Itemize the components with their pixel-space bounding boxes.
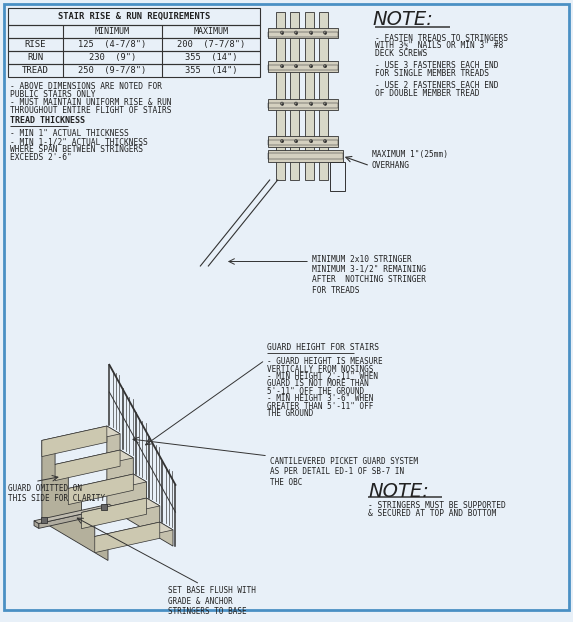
Polygon shape bbox=[68, 474, 147, 496]
Polygon shape bbox=[55, 450, 134, 472]
Text: CANTILEVERED PICKET GUARD SYSTEM
AS PER DETAIL ED-1 OF SB-7 IN
THE OBC: CANTILEVERED PICKET GUARD SYSTEM AS PER … bbox=[270, 457, 418, 486]
Text: WHERE SPAN BETWEEN STRINGERS: WHERE SPAN BETWEEN STRINGERS bbox=[10, 145, 143, 154]
Text: GUARD IS NOT MORE THAN: GUARD IS NOT MORE THAN bbox=[267, 379, 369, 388]
Bar bbox=[268, 103, 338, 108]
Text: RUN: RUN bbox=[28, 53, 44, 62]
Text: TREAD: TREAD bbox=[22, 66, 49, 75]
Polygon shape bbox=[81, 498, 147, 529]
Polygon shape bbox=[55, 450, 120, 481]
Text: 230  (9"): 230 (9") bbox=[89, 53, 136, 62]
Bar bbox=[8, 51, 260, 64]
Text: & SECURED AT TOP AND BOTTOM: & SECURED AT TOP AND BOTTOM bbox=[368, 509, 496, 518]
Text: 355  (14"): 355 (14") bbox=[185, 66, 237, 75]
Text: 5'-11" OFF THE GROUND: 5'-11" OFF THE GROUND bbox=[267, 387, 364, 396]
Polygon shape bbox=[95, 522, 160, 552]
Bar bbox=[8, 39, 260, 51]
Text: - STRINGERS MUST BE SUPPORTED: - STRINGERS MUST BE SUPPORTED bbox=[368, 501, 506, 510]
Bar bbox=[268, 140, 338, 145]
Text: - MIN HEIGHT 2'-11" WHEN: - MIN HEIGHT 2'-11" WHEN bbox=[267, 372, 378, 381]
Text: OF DOUBLE MEMBER TREAD: OF DOUBLE MEMBER TREAD bbox=[375, 89, 480, 98]
Text: GUARD HEIGHT FOR STAIRS: GUARD HEIGHT FOR STAIRS bbox=[267, 343, 379, 352]
Text: 125  (4-7/8"): 125 (4-7/8") bbox=[79, 40, 147, 49]
Text: PUBLIC STAIRS ONLY: PUBLIC STAIRS ONLY bbox=[10, 90, 96, 99]
Bar bbox=[8, 8, 260, 25]
Bar bbox=[268, 27, 338, 39]
Text: NOTE:: NOTE: bbox=[368, 481, 429, 501]
Bar bbox=[8, 25, 260, 39]
Text: MINIMUM 2x10 STRINGER
MINIMUM 3-1/2" REMAINING
AFTER  NOTCHING STRINGER
FOR TREA: MINIMUM 2x10 STRINGER MINIMUM 3-1/2" REM… bbox=[312, 254, 426, 295]
Bar bbox=[305, 12, 314, 180]
Text: SET BASE FLUSH WITH
GRADE & ANCHOR
STRINGERS TO BASE: SET BASE FLUSH WITH GRADE & ANCHOR STRIN… bbox=[168, 586, 256, 616]
Text: 355  (14"): 355 (14") bbox=[185, 53, 237, 62]
Text: MINIMUM: MINIMUM bbox=[95, 27, 130, 36]
Text: MAXIMUM 1"(25mm)
OVERHANG: MAXIMUM 1"(25mm) OVERHANG bbox=[372, 150, 448, 170]
Text: - USE 2 FASTENERS EACH END: - USE 2 FASTENERS EACH END bbox=[375, 81, 499, 90]
Text: GUARD OMITTED ON
THIS SIDE FOR CLARITY: GUARD OMITTED ON THIS SIDE FOR CLARITY bbox=[8, 483, 105, 503]
Text: - GUARD HEIGHT IS MEASURE: - GUARD HEIGHT IS MEASURE bbox=[267, 357, 383, 366]
Bar bbox=[319, 12, 328, 180]
Text: 200  (7-7/8"): 200 (7-7/8") bbox=[177, 40, 245, 49]
Text: EXCEEDS 2'-6": EXCEEDS 2'-6" bbox=[10, 153, 72, 162]
Polygon shape bbox=[42, 507, 173, 560]
Bar bbox=[268, 61, 338, 72]
Bar bbox=[268, 136, 338, 147]
Text: - MIN 1" ACTUAL THICKNESS: - MIN 1" ACTUAL THICKNESS bbox=[10, 129, 129, 138]
Polygon shape bbox=[81, 498, 160, 520]
Text: THROUGHOUT ENTIRE FLIGHT OF STAIRS: THROUGHOUT ENTIRE FLIGHT OF STAIRS bbox=[10, 106, 171, 114]
Text: - MIN HEIGHT 3'-6" WHEN: - MIN HEIGHT 3'-6" WHEN bbox=[267, 394, 374, 403]
Text: NOTE:: NOTE: bbox=[372, 10, 433, 29]
Text: GREATER THAN 5'-11" OFF: GREATER THAN 5'-11" OFF bbox=[267, 402, 374, 411]
Bar bbox=[8, 64, 260, 77]
Polygon shape bbox=[42, 426, 107, 457]
Text: - ABOVE DIMENSIONS ARE NOTED FOR: - ABOVE DIMENSIONS ARE NOTED FOR bbox=[10, 82, 162, 91]
Polygon shape bbox=[95, 522, 173, 544]
Polygon shape bbox=[42, 440, 108, 560]
Text: FOR SINGLE MEMBER TREADS: FOR SINGLE MEMBER TREADS bbox=[375, 69, 489, 78]
Text: - MIN 1-1/2" ACTUAL THICKNESS: - MIN 1-1/2" ACTUAL THICKNESS bbox=[10, 137, 148, 146]
Text: - USE 3 FASTENERS EACH END: - USE 3 FASTENERS EACH END bbox=[375, 61, 499, 70]
Text: TREAD THICKNESS: TREAD THICKNESS bbox=[10, 116, 85, 126]
Text: THE GROUND: THE GROUND bbox=[267, 409, 313, 418]
Bar bbox=[268, 65, 338, 70]
Text: - MUST MAINTAIN UNIFORM RISE & RUN: - MUST MAINTAIN UNIFORM RISE & RUN bbox=[10, 98, 171, 107]
Polygon shape bbox=[34, 521, 39, 529]
Polygon shape bbox=[42, 426, 120, 448]
Bar bbox=[290, 12, 299, 180]
Bar bbox=[268, 150, 343, 162]
Text: RISE: RISE bbox=[25, 40, 46, 49]
Bar bbox=[268, 153, 343, 159]
Text: WITH 3½" NAILS OR MIN 3" #8: WITH 3½" NAILS OR MIN 3" #8 bbox=[375, 42, 503, 50]
Polygon shape bbox=[39, 507, 113, 529]
Polygon shape bbox=[68, 474, 134, 504]
Bar bbox=[268, 99, 338, 109]
Text: MAXIMUM: MAXIMUM bbox=[194, 27, 229, 36]
Bar bbox=[268, 32, 338, 37]
Text: - FASTEN TREADS TO STRINGERS: - FASTEN TREADS TO STRINGERS bbox=[375, 34, 508, 42]
Polygon shape bbox=[34, 504, 113, 524]
Polygon shape bbox=[107, 426, 173, 546]
Text: VERTICALLY FROM NOSINGS: VERTICALLY FROM NOSINGS bbox=[267, 364, 374, 374]
Bar bbox=[276, 12, 285, 180]
Bar bbox=[330, 162, 345, 192]
Text: DECK SCREWS: DECK SCREWS bbox=[375, 49, 427, 58]
Text: STAIR RISE & RUN REQUIREMENTS: STAIR RISE & RUN REQUIREMENTS bbox=[58, 12, 210, 21]
Text: 250  (9-7/8"): 250 (9-7/8") bbox=[79, 66, 147, 75]
